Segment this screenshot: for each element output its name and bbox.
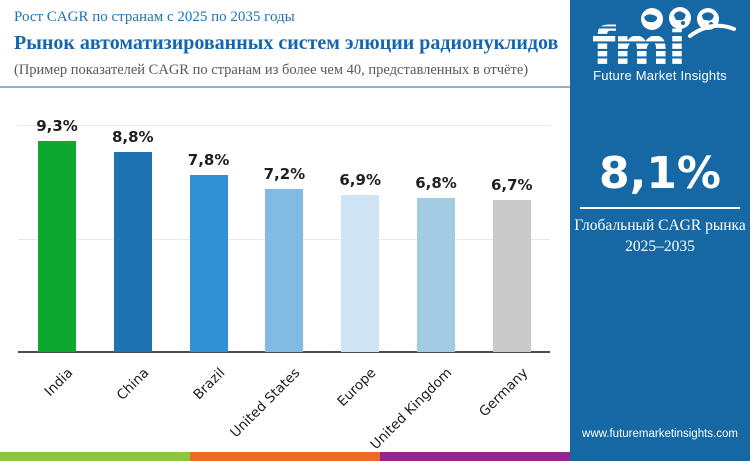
footer-strip-segment-3	[380, 452, 570, 461]
logo-swoosh	[688, 23, 736, 38]
global-cagr-label: Глобальный CAGR рынка	[574, 217, 746, 234]
globe-icon-americas	[641, 8, 663, 30]
bar-value-label: 8,8%	[111, 128, 154, 146]
bar-value-label: 6,9%	[339, 171, 381, 189]
bar-germany	[492, 200, 531, 352]
footer-strip-segment-1	[0, 452, 190, 461]
bar-india	[38, 141, 76, 352]
bar-china	[113, 152, 152, 352]
website-link[interactable]: www.futuremarketinsights.com	[582, 428, 738, 440]
header-subtitle: (Пример показателей CAGR по странам из б…	[14, 62, 529, 78]
logo-caption: Future Market Insights	[593, 68, 727, 83]
cagr-divider	[580, 207, 740, 209]
gridline	[18, 125, 550, 126]
footer-color-strip	[0, 452, 570, 461]
bar-brazil	[189, 175, 228, 352]
fmi-logo-text: fmi	[592, 16, 684, 72]
global-cagr-value: 8,1%	[598, 148, 722, 199]
bar-value-label: 6,7%	[490, 176, 533, 194]
x-axis-line	[18, 351, 550, 353]
bar-united-states	[265, 189, 304, 352]
bar-value-label: 9,3%	[36, 117, 78, 135]
header: Рост CAGR по странам с 2025 по 2035 годы…	[14, 6, 566, 79]
global-cagr-years: 2025–2035	[625, 238, 695, 255]
bar-value-label: 6,8%	[415, 174, 457, 192]
page-title: Рынок автоматизированных систем элюции р…	[14, 32, 559, 54]
fmi-logo-graphic: fmi	[592, 7, 736, 79]
sidebar: fmi Future Mark	[570, 0, 750, 461]
bar-united-kingdom	[417, 198, 455, 352]
globe-icon-europe	[669, 7, 691, 29]
bar-value-label: 7,8%	[187, 151, 230, 169]
bar-plot: 9,3% India 8,8% China 7,8% Brazil 7,2% United S…	[0, 88, 570, 453]
footer-strip-segment-2	[190, 452, 380, 461]
bar-value-label: 7,2%	[263, 165, 306, 183]
header-kicker: Рост CAGR по странам с 2025 по 2035 годы	[14, 9, 295, 25]
fmi-logo: fmi	[570, 6, 750, 79]
header-divider	[0, 86, 570, 88]
bar-europe	[341, 195, 380, 352]
